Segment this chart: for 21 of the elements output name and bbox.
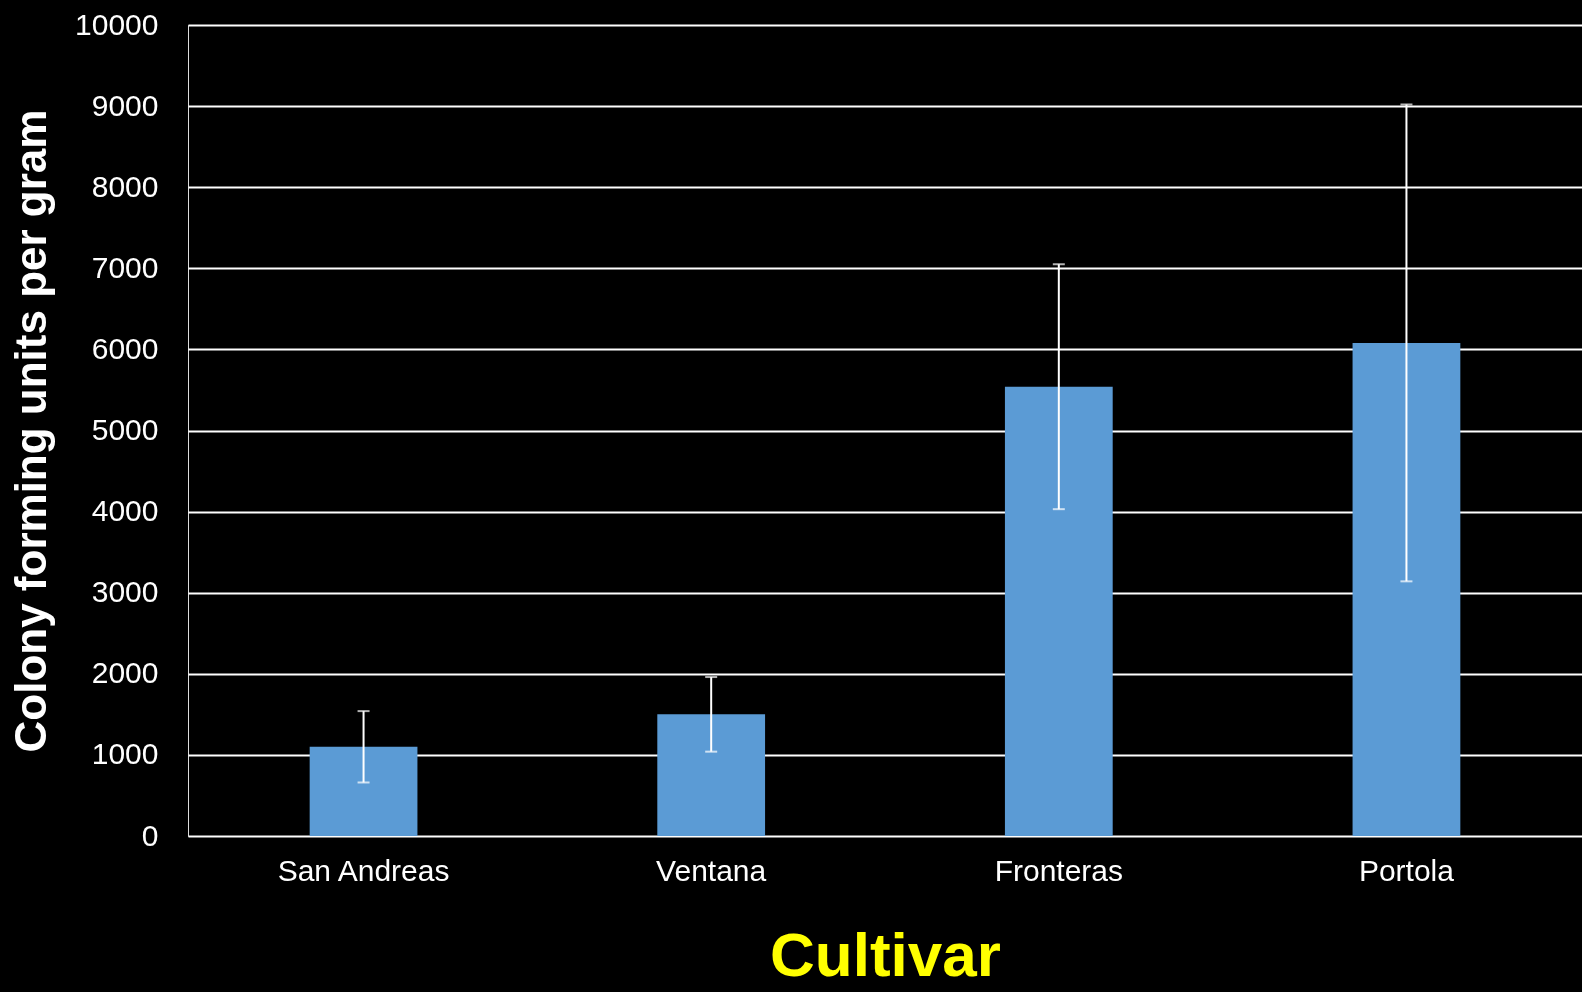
y-tick-label: 7000: [91, 250, 159, 284]
y-tick-label: 9000: [91, 88, 159, 122]
y-axis-title: Colony forming units per gram: [6, 109, 56, 753]
y-tick-label: 0: [141, 818, 159, 852]
y-tick-label: 2000: [91, 656, 159, 690]
x-tick-label: Ventana: [656, 853, 767, 887]
y-tick-label: 6000: [91, 331, 159, 365]
y-tick-label: 3000: [91, 575, 159, 609]
y-tick-label: 1000: [91, 737, 159, 771]
y-tick-label: 10000: [75, 7, 159, 41]
y-tick-label: 5000: [91, 413, 159, 446]
bar: [657, 714, 766, 836]
x-tick-label: Portola: [1358, 853, 1455, 887]
x-tick-label: Fronteras: [994, 853, 1124, 887]
bar: [309, 746, 418, 836]
y-tick-label: 8000: [91, 169, 159, 203]
y-tick-label: 4000: [91, 494, 159, 528]
x-axis-title: Cultivar: [770, 919, 1001, 989]
bar: [1352, 342, 1461, 836]
bar: [1004, 386, 1113, 836]
x-tick-label: San Andreas: [277, 853, 450, 887]
